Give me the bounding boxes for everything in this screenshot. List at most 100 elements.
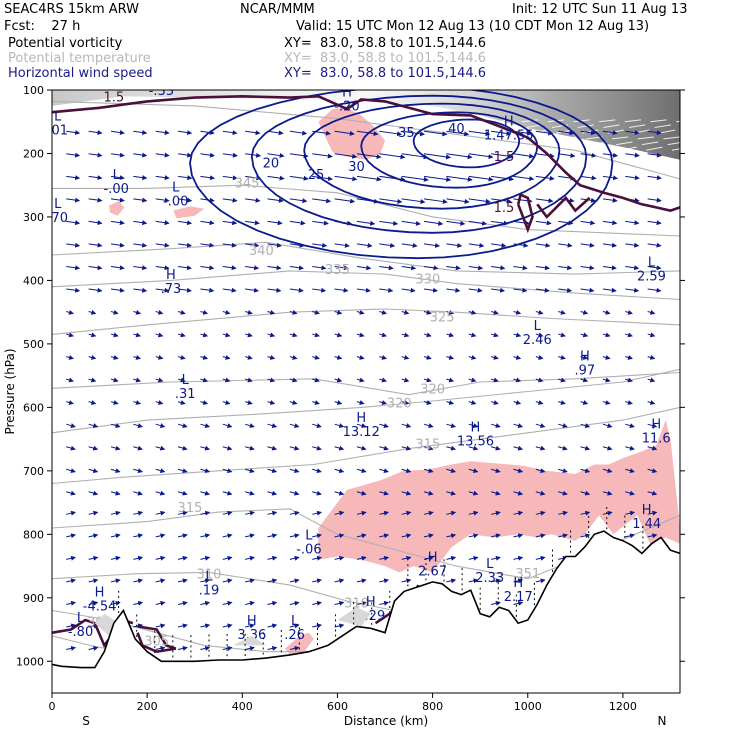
wind-vector: [267, 153, 285, 158]
wind-vector: [558, 355, 566, 360]
wind-vector: [222, 287, 237, 293]
wind-vector: [222, 490, 233, 496]
low-marker: L: [486, 557, 494, 572]
wind-vector: [289, 175, 309, 181]
wind-speed-label: 25: [308, 168, 325, 183]
wind-vector: [133, 355, 142, 360]
wind-vector: [222, 510, 233, 516]
wind-vector: [513, 265, 528, 271]
wind-vector: [513, 287, 528, 293]
theta-label: 325: [430, 311, 455, 326]
wind-vector: [155, 600, 166, 606]
wind-vector: [200, 355, 209, 360]
shading-streak: [680, 125, 696, 128]
wind-vector: [379, 153, 406, 160]
wind-vector: [178, 197, 193, 203]
theta-label: 330: [415, 273, 440, 288]
wind-vector: [558, 468, 568, 474]
wind-vector: [401, 445, 412, 451]
wind-vector: [245, 130, 261, 136]
wind-vector: [379, 600, 390, 606]
high-marker: H: [342, 85, 352, 100]
x-tick-label: 0: [49, 700, 56, 713]
wind-vector: [267, 220, 283, 226]
wind-vector: [446, 242, 463, 248]
wind-vector: [155, 423, 166, 428]
shading-streak: [637, 136, 654, 140]
shading-streak: [534, 136, 552, 140]
wind-vector: [110, 309, 119, 315]
wind-vector: [580, 355, 589, 360]
wind-vector: [267, 332, 276, 338]
wind-vector: [423, 130, 448, 137]
init-time: Init: 12 UTC Sun 11 Aug 13: [512, 2, 688, 17]
theta-label: 315: [415, 438, 440, 453]
wind-vector: [535, 578, 546, 584]
wind-vector: [379, 355, 388, 360]
wind-vector: [133, 220, 148, 226]
wind-vector: [513, 377, 522, 383]
pv-contour: [536, 195, 591, 219]
wind-vector: [222, 445, 233, 451]
wind-vector: [602, 309, 611, 315]
wind-speed-label: 35: [398, 126, 415, 141]
wind-vector: [245, 645, 255, 651]
wind-vector: [446, 175, 473, 182]
wind-vector: [356, 600, 367, 606]
wind-vector: [245, 197, 261, 203]
axes: 100 200 300 400 500 600 700 800 900 1000 0 200 400 60…: [3, 84, 685, 728]
wind-vector: [446, 355, 455, 360]
wind-vector: [312, 309, 320, 315]
wind-vector: [446, 555, 457, 561]
wind-vector: [535, 533, 546, 539]
theta-contour: [52, 371, 680, 396]
wind-vector: [178, 175, 193, 181]
wind-vector: [558, 153, 576, 158]
wind-vector: [88, 377, 97, 383]
wind-vector: [177, 355, 186, 360]
wind-vector: [580, 309, 589, 315]
wind-vector: [379, 242, 396, 248]
high-marker: H: [247, 614, 257, 629]
wind-vector: [245, 468, 255, 474]
wind-vector: [356, 555, 367, 561]
wind-vector: [66, 309, 74, 315]
wind-vector: [401, 510, 412, 516]
wind-vector: [222, 197, 238, 203]
legend-theta-name: Potential temperature: [8, 51, 151, 66]
theta-label: 320: [420, 382, 445, 397]
wind-vector: [423, 220, 444, 226]
wind-vector: [155, 400, 164, 405]
y-tick-label: 500: [23, 338, 44, 351]
low-marker: L: [305, 528, 313, 543]
wind-vector: [401, 468, 412, 474]
wind-vector: [200, 423, 211, 428]
wind-vector: [245, 445, 255, 451]
high-marker: H: [642, 503, 652, 518]
wind-vector: [66, 220, 81, 226]
theta-label: 345: [235, 177, 260, 192]
wind-vector: [423, 265, 439, 271]
terrain-shade: [94, 613, 114, 636]
wind-vector: [66, 265, 81, 271]
pv-contour: [52, 94, 680, 212]
high-marker: H: [166, 268, 176, 283]
wind-vector: [468, 265, 484, 271]
wind-vector: [356, 309, 365, 315]
wind-vector: [155, 130, 170, 136]
wind-vector: [468, 242, 485, 248]
wind-vector: [222, 332, 231, 338]
wind-vector: [647, 377, 656, 383]
wind-vector: [491, 533, 501, 539]
wind-vector: [177, 332, 186, 338]
wind-vector: [155, 355, 164, 360]
wind-vector: [133, 130, 148, 135]
wind-vector: [155, 309, 164, 315]
pv-label: 1.5: [494, 201, 515, 216]
y-tick-label: 900: [23, 592, 44, 605]
wind-vector: [334, 309, 343, 315]
wind-vector: [245, 490, 255, 496]
extremum-value: -.35: [149, 84, 174, 99]
wind-vector: [267, 265, 282, 271]
wind-vector: [401, 287, 416, 293]
